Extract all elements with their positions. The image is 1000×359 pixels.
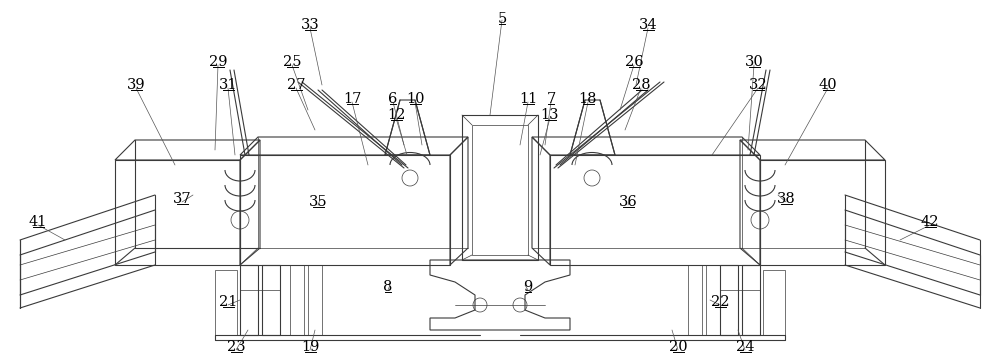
Bar <box>472 125 528 255</box>
Text: 28: 28 <box>632 78 650 92</box>
Text: 36: 36 <box>619 195 637 209</box>
Text: 12: 12 <box>387 108 405 122</box>
Bar <box>240 265 258 335</box>
Text: 10: 10 <box>406 92 424 106</box>
Text: 39: 39 <box>127 78 145 92</box>
Bar <box>215 270 237 335</box>
Text: 22: 22 <box>711 295 729 309</box>
Text: 7: 7 <box>546 92 556 106</box>
Text: 13: 13 <box>541 108 559 122</box>
Text: 23: 23 <box>227 340 245 354</box>
Text: 40: 40 <box>819 78 837 92</box>
Bar <box>308 265 322 335</box>
Text: 31: 31 <box>219 78 237 92</box>
Bar <box>742 265 760 335</box>
Text: 34: 34 <box>639 18 657 32</box>
Text: 11: 11 <box>519 92 537 106</box>
Bar <box>462 115 538 260</box>
Text: 17: 17 <box>343 92 361 106</box>
Text: 30: 30 <box>745 55 763 69</box>
Bar <box>706 265 720 335</box>
Bar <box>262 265 280 335</box>
Text: 5: 5 <box>497 12 507 26</box>
Text: 32: 32 <box>749 78 767 92</box>
Bar <box>720 265 738 335</box>
Text: 26: 26 <box>625 55 643 69</box>
Bar <box>290 265 304 335</box>
Text: 25: 25 <box>283 55 301 69</box>
Text: 38: 38 <box>777 192 795 206</box>
Text: 42: 42 <box>921 215 939 229</box>
Text: 33: 33 <box>301 18 319 32</box>
Text: 21: 21 <box>219 295 237 309</box>
Text: 35: 35 <box>309 195 327 209</box>
Text: 24: 24 <box>736 340 754 354</box>
Text: 9: 9 <box>523 280 533 294</box>
Bar <box>763 270 785 335</box>
Text: 41: 41 <box>29 215 47 229</box>
Text: 29: 29 <box>209 55 227 69</box>
Text: 37: 37 <box>173 192 191 206</box>
Text: 19: 19 <box>301 340 319 354</box>
Text: 18: 18 <box>579 92 597 106</box>
Text: 6: 6 <box>388 92 398 106</box>
Text: 20: 20 <box>669 340 687 354</box>
Text: 27: 27 <box>287 78 305 92</box>
Text: 8: 8 <box>383 280 393 294</box>
Bar <box>688 265 702 335</box>
